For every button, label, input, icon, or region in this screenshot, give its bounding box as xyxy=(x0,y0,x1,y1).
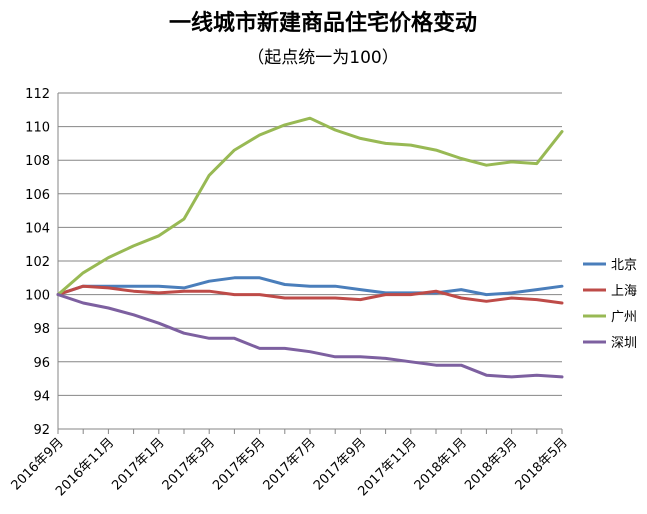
legend-label: 上海 xyxy=(611,284,637,299)
series-line xyxy=(56,116,564,297)
chart-subtitle: （起点统一为100） xyxy=(247,48,398,68)
y-tick-label: 100 xyxy=(25,289,50,304)
x-axis: 2016年9月2016年11月2017年1月2017年3月2017年5月2017… xyxy=(9,429,571,499)
x-tick-label: 2018年5月 xyxy=(513,435,571,493)
x-tick-label: 2017年1月 xyxy=(109,435,167,493)
series-line xyxy=(56,276,564,297)
series-group xyxy=(56,116,564,379)
x-tick-label: 2017年3月 xyxy=(160,435,218,493)
gridlines xyxy=(57,92,562,430)
x-tick-label: 2018年3月 xyxy=(462,435,520,493)
y-tick-label: 98 xyxy=(33,322,50,337)
y-tick-label: 96 xyxy=(33,356,50,371)
chart-title: 一线城市新建商品住宅价格变动 xyxy=(169,10,477,36)
y-tick-label: 104 xyxy=(25,221,50,236)
legend-label: 北京 xyxy=(611,258,637,273)
y-tick-label: 106 xyxy=(25,188,50,203)
legend-label: 深圳 xyxy=(611,336,637,351)
series-line xyxy=(56,284,564,305)
y-tick-label: 110 xyxy=(25,121,50,136)
series-line xyxy=(56,293,564,379)
y-tick-label: 102 xyxy=(25,255,50,270)
y-tick-label: 94 xyxy=(33,389,50,404)
x-tick-label: 2018年1月 xyxy=(412,435,470,493)
legend-label: 广州 xyxy=(611,310,637,325)
y-tick-label: 112 xyxy=(25,87,50,102)
y-tick-label: 92 xyxy=(33,423,50,438)
x-tick-label: 2017年7月 xyxy=(261,435,319,493)
x-tick-label: 2017年5月 xyxy=(210,435,268,493)
y-tick-label: 108 xyxy=(25,154,50,169)
y-axis: 92 94 96 98 100 102 104 106 108 110 112 xyxy=(25,87,50,438)
